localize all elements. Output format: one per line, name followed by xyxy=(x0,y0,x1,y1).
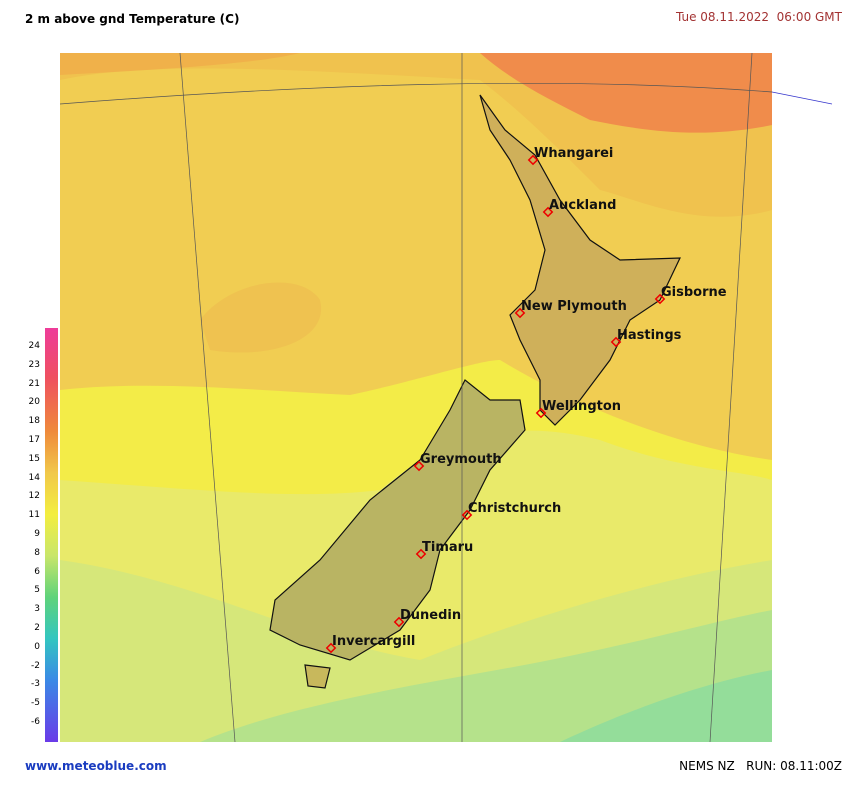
scale-label: 6 xyxy=(34,566,40,577)
scale-label: -2 xyxy=(31,660,40,671)
city-label: New Plymouth xyxy=(521,299,627,314)
city-marker xyxy=(535,407,547,419)
scale-label: -6 xyxy=(31,717,40,727)
scale-label: 5 xyxy=(34,585,40,596)
city-marker xyxy=(461,509,473,521)
scale-label: 21 xyxy=(28,378,40,389)
scale-label: 17 xyxy=(28,435,40,445)
color-scale xyxy=(45,328,58,742)
temperature-field xyxy=(60,53,772,742)
city-marker xyxy=(654,293,666,305)
city-label: Dunedin xyxy=(400,608,461,623)
scale-label: -3 xyxy=(31,679,40,690)
city-label: Christchurch xyxy=(468,501,561,516)
city-label: Gisborne xyxy=(661,285,727,300)
city-marker xyxy=(527,154,539,166)
city-marker xyxy=(393,616,405,628)
scale-label: 24 xyxy=(28,341,40,351)
scale-label: 9 xyxy=(34,529,40,539)
datetime: Tue 08.11.2022 06:00 GMT xyxy=(675,10,842,24)
scale-label: 14 xyxy=(28,472,40,483)
scale-label: 15 xyxy=(28,453,40,464)
city-label: Auckland xyxy=(549,198,616,213)
land xyxy=(269,94,681,689)
graticule xyxy=(59,52,833,743)
city-marker xyxy=(542,206,554,218)
city-label: Greymouth xyxy=(420,452,502,467)
model-run: NEMS NZ RUN: 08.11:00Z xyxy=(679,759,842,773)
city-marker xyxy=(514,307,526,319)
city-marker xyxy=(610,336,622,348)
city-label: Invercargill xyxy=(332,634,415,649)
scale-label: 2 xyxy=(34,623,40,633)
city-marker xyxy=(325,642,337,654)
site-link[interactable]: www.meteoblue.com xyxy=(25,759,167,773)
scale-label: 23 xyxy=(28,359,40,370)
scale-label: -5 xyxy=(31,698,40,709)
city-label: Hastings xyxy=(617,328,682,343)
city-markers: Whangarei Auckland New Plymouth Gisborne Has… xyxy=(325,146,727,654)
map-title: 2 m above gnd Temperature (C) xyxy=(25,12,240,26)
city-label: Whangarei xyxy=(534,146,613,161)
scale-label: 18 xyxy=(28,416,40,427)
scale-label: 20 xyxy=(28,397,40,408)
city-marker xyxy=(415,548,427,560)
scale-label: 11 xyxy=(28,510,40,521)
scale-label: 0 xyxy=(34,641,40,652)
scale-label: 8 xyxy=(34,547,40,558)
city-marker xyxy=(413,460,425,472)
city-label: Timaru xyxy=(422,540,473,555)
scale-label: 3 xyxy=(34,604,40,615)
city-label: Wellington xyxy=(542,399,621,414)
scale-label: 12 xyxy=(28,491,40,502)
